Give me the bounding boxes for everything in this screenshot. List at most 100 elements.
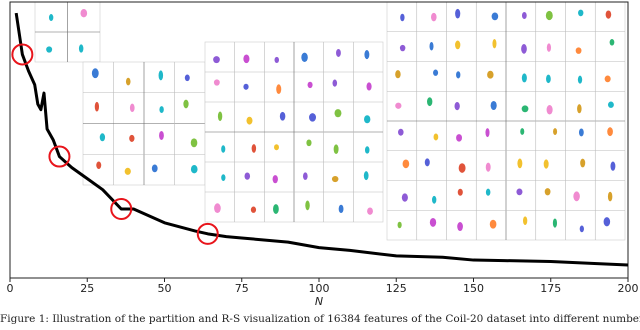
inset-blob	[431, 12, 437, 22]
inset-blob	[331, 175, 339, 183]
inset-blob	[609, 39, 615, 46]
inset-blob	[364, 146, 370, 154]
inset-blob	[183, 99, 189, 109]
inset-blob	[573, 191, 580, 202]
inset-blob	[607, 101, 614, 108]
inset-blob	[487, 70, 494, 79]
inset-blob	[433, 69, 439, 76]
inset-blob	[458, 163, 466, 173]
inset-blob	[427, 97, 433, 107]
inset-blob	[400, 13, 405, 22]
inset-blob	[433, 133, 439, 141]
inset-blob	[521, 73, 527, 83]
inset-blob	[251, 144, 257, 153]
inset-blob	[96, 161, 102, 169]
inset-blob	[363, 171, 369, 181]
inset-blob	[125, 77, 131, 86]
inset-blob	[457, 222, 463, 232]
inset-blob	[546, 105, 553, 115]
inset-blob	[274, 56, 280, 64]
inset-blob	[577, 104, 582, 114]
inset-blob	[338, 204, 344, 214]
inset-blob	[492, 38, 497, 49]
inset-blob	[546, 43, 552, 52]
inset-blob	[276, 84, 282, 95]
caption: Figure 1: Illustration of the partition …	[0, 313, 640, 325]
inset-blob	[272, 175, 278, 184]
inset-blob	[78, 44, 84, 53]
inset-blob	[129, 103, 135, 113]
inset-blob	[244, 172, 251, 180]
x-axis-label: N	[315, 295, 323, 308]
inset-blob	[274, 144, 279, 151]
inset-blob	[432, 195, 437, 204]
inset-blob	[301, 52, 308, 63]
inset-blob	[190, 165, 198, 174]
inset-blob	[456, 134, 463, 142]
inset-blob	[490, 100, 497, 111]
inset-blob	[399, 44, 406, 52]
inset-blob	[577, 75, 583, 84]
inset-blob	[546, 74, 551, 84]
inset-blob	[395, 102, 402, 109]
highlight-circle	[110, 198, 133, 220]
inset-blob	[578, 9, 584, 17]
inset-blob	[398, 128, 404, 136]
inset-blob	[580, 158, 586, 168]
inset-blob	[523, 216, 528, 225]
inset-blob	[302, 172, 308, 180]
inset-blob	[336, 48, 341, 57]
inset-blob	[91, 68, 99, 79]
x-tick-label: 0	[7, 282, 14, 295]
inset-blob	[213, 56, 220, 64]
inset-blob	[485, 162, 491, 172]
x-tick-label: 125	[386, 282, 407, 295]
inset-blob	[307, 81, 313, 89]
inset-blob	[243, 83, 249, 90]
inset-blob	[485, 128, 490, 138]
inset-blob	[429, 217, 437, 227]
inset-blob	[607, 191, 613, 202]
inset-blob	[124, 167, 131, 175]
inset-blob	[429, 42, 434, 51]
inset-blob	[516, 188, 523, 196]
inset-blob	[545, 10, 553, 21]
line	[14, 12, 629, 267]
inset-blob	[332, 79, 338, 87]
inset-blob	[306, 139, 312, 147]
inset-blob	[366, 82, 372, 91]
inset-blob	[309, 113, 317, 122]
inset-blob	[250, 206, 257, 213]
inset-blob	[221, 145, 226, 153]
inset-blob	[48, 14, 54, 22]
inset-blob	[401, 193, 408, 202]
inset-blob	[46, 46, 53, 53]
inset-blob	[217, 111, 223, 122]
inset-blob	[273, 204, 279, 214]
inset-blob	[521, 11, 527, 19]
inset-blob	[543, 159, 549, 169]
inset-blob	[151, 164, 158, 173]
highlight-circle	[196, 222, 219, 245]
inset-blob	[159, 130, 164, 141]
inset-blob	[456, 71, 461, 79]
inset-blob	[402, 159, 410, 169]
x-tick-label: 100	[309, 282, 330, 295]
inset-blob	[190, 138, 198, 148]
inset-blob	[552, 218, 558, 228]
x-tick-label: 175	[540, 282, 561, 295]
x-tick-label: 150	[463, 282, 484, 295]
inset-blob	[213, 79, 220, 86]
inset-blob	[457, 188, 463, 196]
inset-blob	[455, 40, 461, 50]
inset-blob	[94, 101, 100, 112]
x-tick-label: 25	[80, 282, 94, 295]
inset-blob	[605, 10, 612, 19]
inset-blob	[491, 12, 499, 21]
inset-blob	[553, 128, 558, 135]
inset-blob	[333, 144, 339, 154]
inset-blob	[129, 134, 135, 142]
inset-blob	[603, 217, 611, 227]
x-tick-label: 200	[618, 282, 639, 295]
inset-blob	[99, 133, 106, 142]
